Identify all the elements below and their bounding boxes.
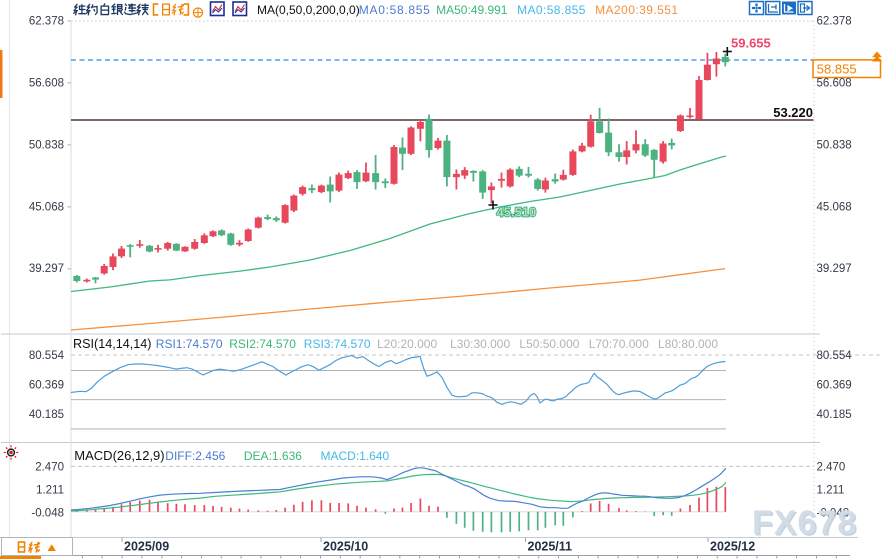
- svg-text:2025/09: 2025/09: [124, 540, 169, 554]
- svg-text:-0.048: -0.048: [31, 508, 64, 520]
- svg-text:MA0:58.855: MA0:58.855: [359, 3, 431, 17]
- svg-text:60.369: 60.369: [817, 379, 852, 391]
- svg-text:40.185: 40.185: [29, 409, 64, 421]
- svg-text:2.470: 2.470: [817, 461, 846, 473]
- svg-text:80.554: 80.554: [29, 350, 65, 362]
- svg-text:RSI3:74.570: RSI3:74.570: [304, 337, 371, 351]
- svg-text:53.220: 53.220: [773, 105, 813, 120]
- svg-text:59.655: 59.655: [731, 36, 771, 51]
- svg-text:45.068: 45.068: [817, 202, 852, 214]
- svg-text:L70:70.000: L70:70.000: [589, 337, 649, 351]
- svg-text:50.838: 50.838: [29, 140, 64, 152]
- svg-text:MA(0,50,0,200,0,0): MA(0,50,0,200,0,0): [257, 3, 360, 17]
- svg-text:RSI1:74.570: RSI1:74.570: [156, 337, 223, 351]
- svg-text:56.608: 56.608: [29, 77, 64, 89]
- svg-text:MA50:49.991: MA50:49.991: [436, 3, 508, 17]
- svg-text:FX678: FX678: [752, 504, 857, 542]
- svg-text:MACD:1.640: MACD:1.640: [321, 449, 390, 463]
- svg-text:DIFF:2.456: DIFF:2.456: [165, 449, 225, 463]
- svg-text:L80:80.000: L80:80.000: [658, 337, 718, 351]
- svg-text:1.211: 1.211: [817, 485, 845, 497]
- svg-text:62.378: 62.378: [29, 15, 64, 27]
- svg-text:39.297: 39.297: [29, 263, 64, 275]
- svg-text:56.608: 56.608: [817, 77, 852, 89]
- svg-text:L20:20.000: L20:20.000: [377, 337, 437, 351]
- svg-text:45.510: 45.510: [497, 205, 537, 220]
- svg-text:L30:30.000: L30:30.000: [450, 337, 510, 351]
- svg-text:80.554: 80.554: [817, 350, 853, 362]
- svg-text:2025/11: 2025/11: [528, 540, 573, 554]
- svg-text:60.369: 60.369: [29, 379, 64, 391]
- svg-text:40.185: 40.185: [817, 409, 852, 421]
- svg-text:39.297: 39.297: [817, 263, 852, 275]
- svg-text:RSI(14,14,14): RSI(14,14,14): [73, 337, 151, 351]
- svg-text:45.068: 45.068: [29, 202, 64, 214]
- svg-text:DEA:1.636: DEA:1.636: [244, 449, 302, 463]
- svg-text:L50:50.000: L50:50.000: [519, 337, 579, 351]
- svg-text:FX678: FX678: [754, 506, 859, 544]
- svg-text:MACD(26,12,9): MACD(26,12,9): [74, 448, 164, 463]
- svg-text:58.855: 58.855: [817, 61, 857, 76]
- svg-text:MA0:58.855: MA0:58.855: [517, 3, 586, 17]
- svg-text:62.378: 62.378: [817, 15, 852, 27]
- svg-text:MA200:39.551: MA200:39.551: [595, 3, 678, 17]
- svg-text:50.838: 50.838: [817, 140, 852, 152]
- svg-text:2025/10: 2025/10: [323, 540, 368, 554]
- svg-text:1.211: 1.211: [36, 485, 64, 497]
- svg-text:RSI2:74.570: RSI2:74.570: [229, 337, 296, 351]
- svg-text:2.470: 2.470: [35, 461, 64, 473]
- svg-text:-0.048: -0.048: [817, 508, 850, 520]
- svg-text:2025/12: 2025/12: [710, 540, 755, 554]
